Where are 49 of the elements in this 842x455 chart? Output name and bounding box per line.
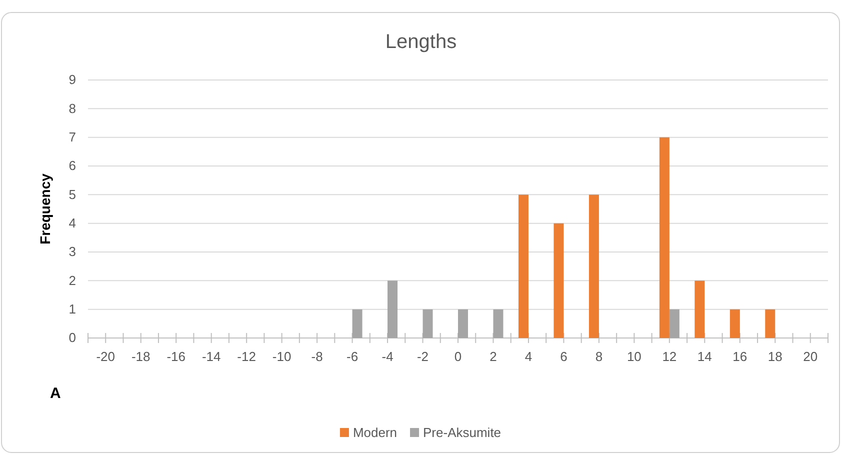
x-tick-label: -12 xyxy=(237,349,256,364)
x-tick-label: 4 xyxy=(524,349,532,364)
x-tick-label: -18 xyxy=(131,349,150,364)
x-tick-label: -4 xyxy=(382,349,394,364)
y-tick-label: 9 xyxy=(68,72,76,88)
bar xyxy=(730,309,740,338)
x-tick-label: 8 xyxy=(595,349,603,364)
x-tick-label: 16 xyxy=(732,349,748,364)
bar xyxy=(765,309,776,338)
x-tick-label: 14 xyxy=(697,349,712,364)
y-tick-label: 1 xyxy=(68,301,76,316)
bar xyxy=(694,280,705,338)
y-tick-label: 5 xyxy=(68,186,76,202)
y-tick-label: 8 xyxy=(68,100,76,116)
x-tick-label: -8 xyxy=(311,349,323,364)
x-tick-label: -20 xyxy=(96,349,116,364)
y-tick-label: 7 xyxy=(68,129,76,144)
x-tick-label: -6 xyxy=(346,349,358,364)
x-tick-label: -16 xyxy=(166,349,186,364)
legend-label: Pre-Aksumite xyxy=(423,425,502,440)
x-tick-label: 0 xyxy=(454,349,462,364)
y-axis-title: Frequency xyxy=(37,173,53,244)
y-tick-label: 3 xyxy=(68,244,76,260)
y-tick-label: 6 xyxy=(68,158,76,174)
x-tick-label: 6 xyxy=(560,349,568,364)
x-tick-label: 18 xyxy=(768,349,782,364)
bar xyxy=(493,309,504,338)
bar xyxy=(669,309,680,338)
x-tick-label: 20 xyxy=(803,349,818,364)
y-tick-label: 0 xyxy=(68,330,76,346)
x-tick-label: -10 xyxy=(272,349,292,364)
text: A xyxy=(50,385,61,402)
bar xyxy=(388,280,398,338)
y-tick-label: 2 xyxy=(68,272,76,288)
bar xyxy=(458,309,468,338)
bar xyxy=(422,309,433,338)
x-tick-label: -2 xyxy=(416,349,429,364)
bar xyxy=(518,194,528,338)
y-tick-label: 4 xyxy=(68,215,76,230)
bar xyxy=(554,223,564,338)
bar xyxy=(588,194,599,338)
x-tick-label: -14 xyxy=(202,349,221,364)
legend-label: Modern xyxy=(352,425,398,440)
x-tick-label: 2 xyxy=(490,349,497,364)
bar xyxy=(659,137,670,338)
chart-title: Lengths xyxy=(385,31,457,53)
bar xyxy=(352,309,362,338)
x-tick-label: 12 xyxy=(662,349,677,364)
x-tick-label: 10 xyxy=(626,349,642,364)
